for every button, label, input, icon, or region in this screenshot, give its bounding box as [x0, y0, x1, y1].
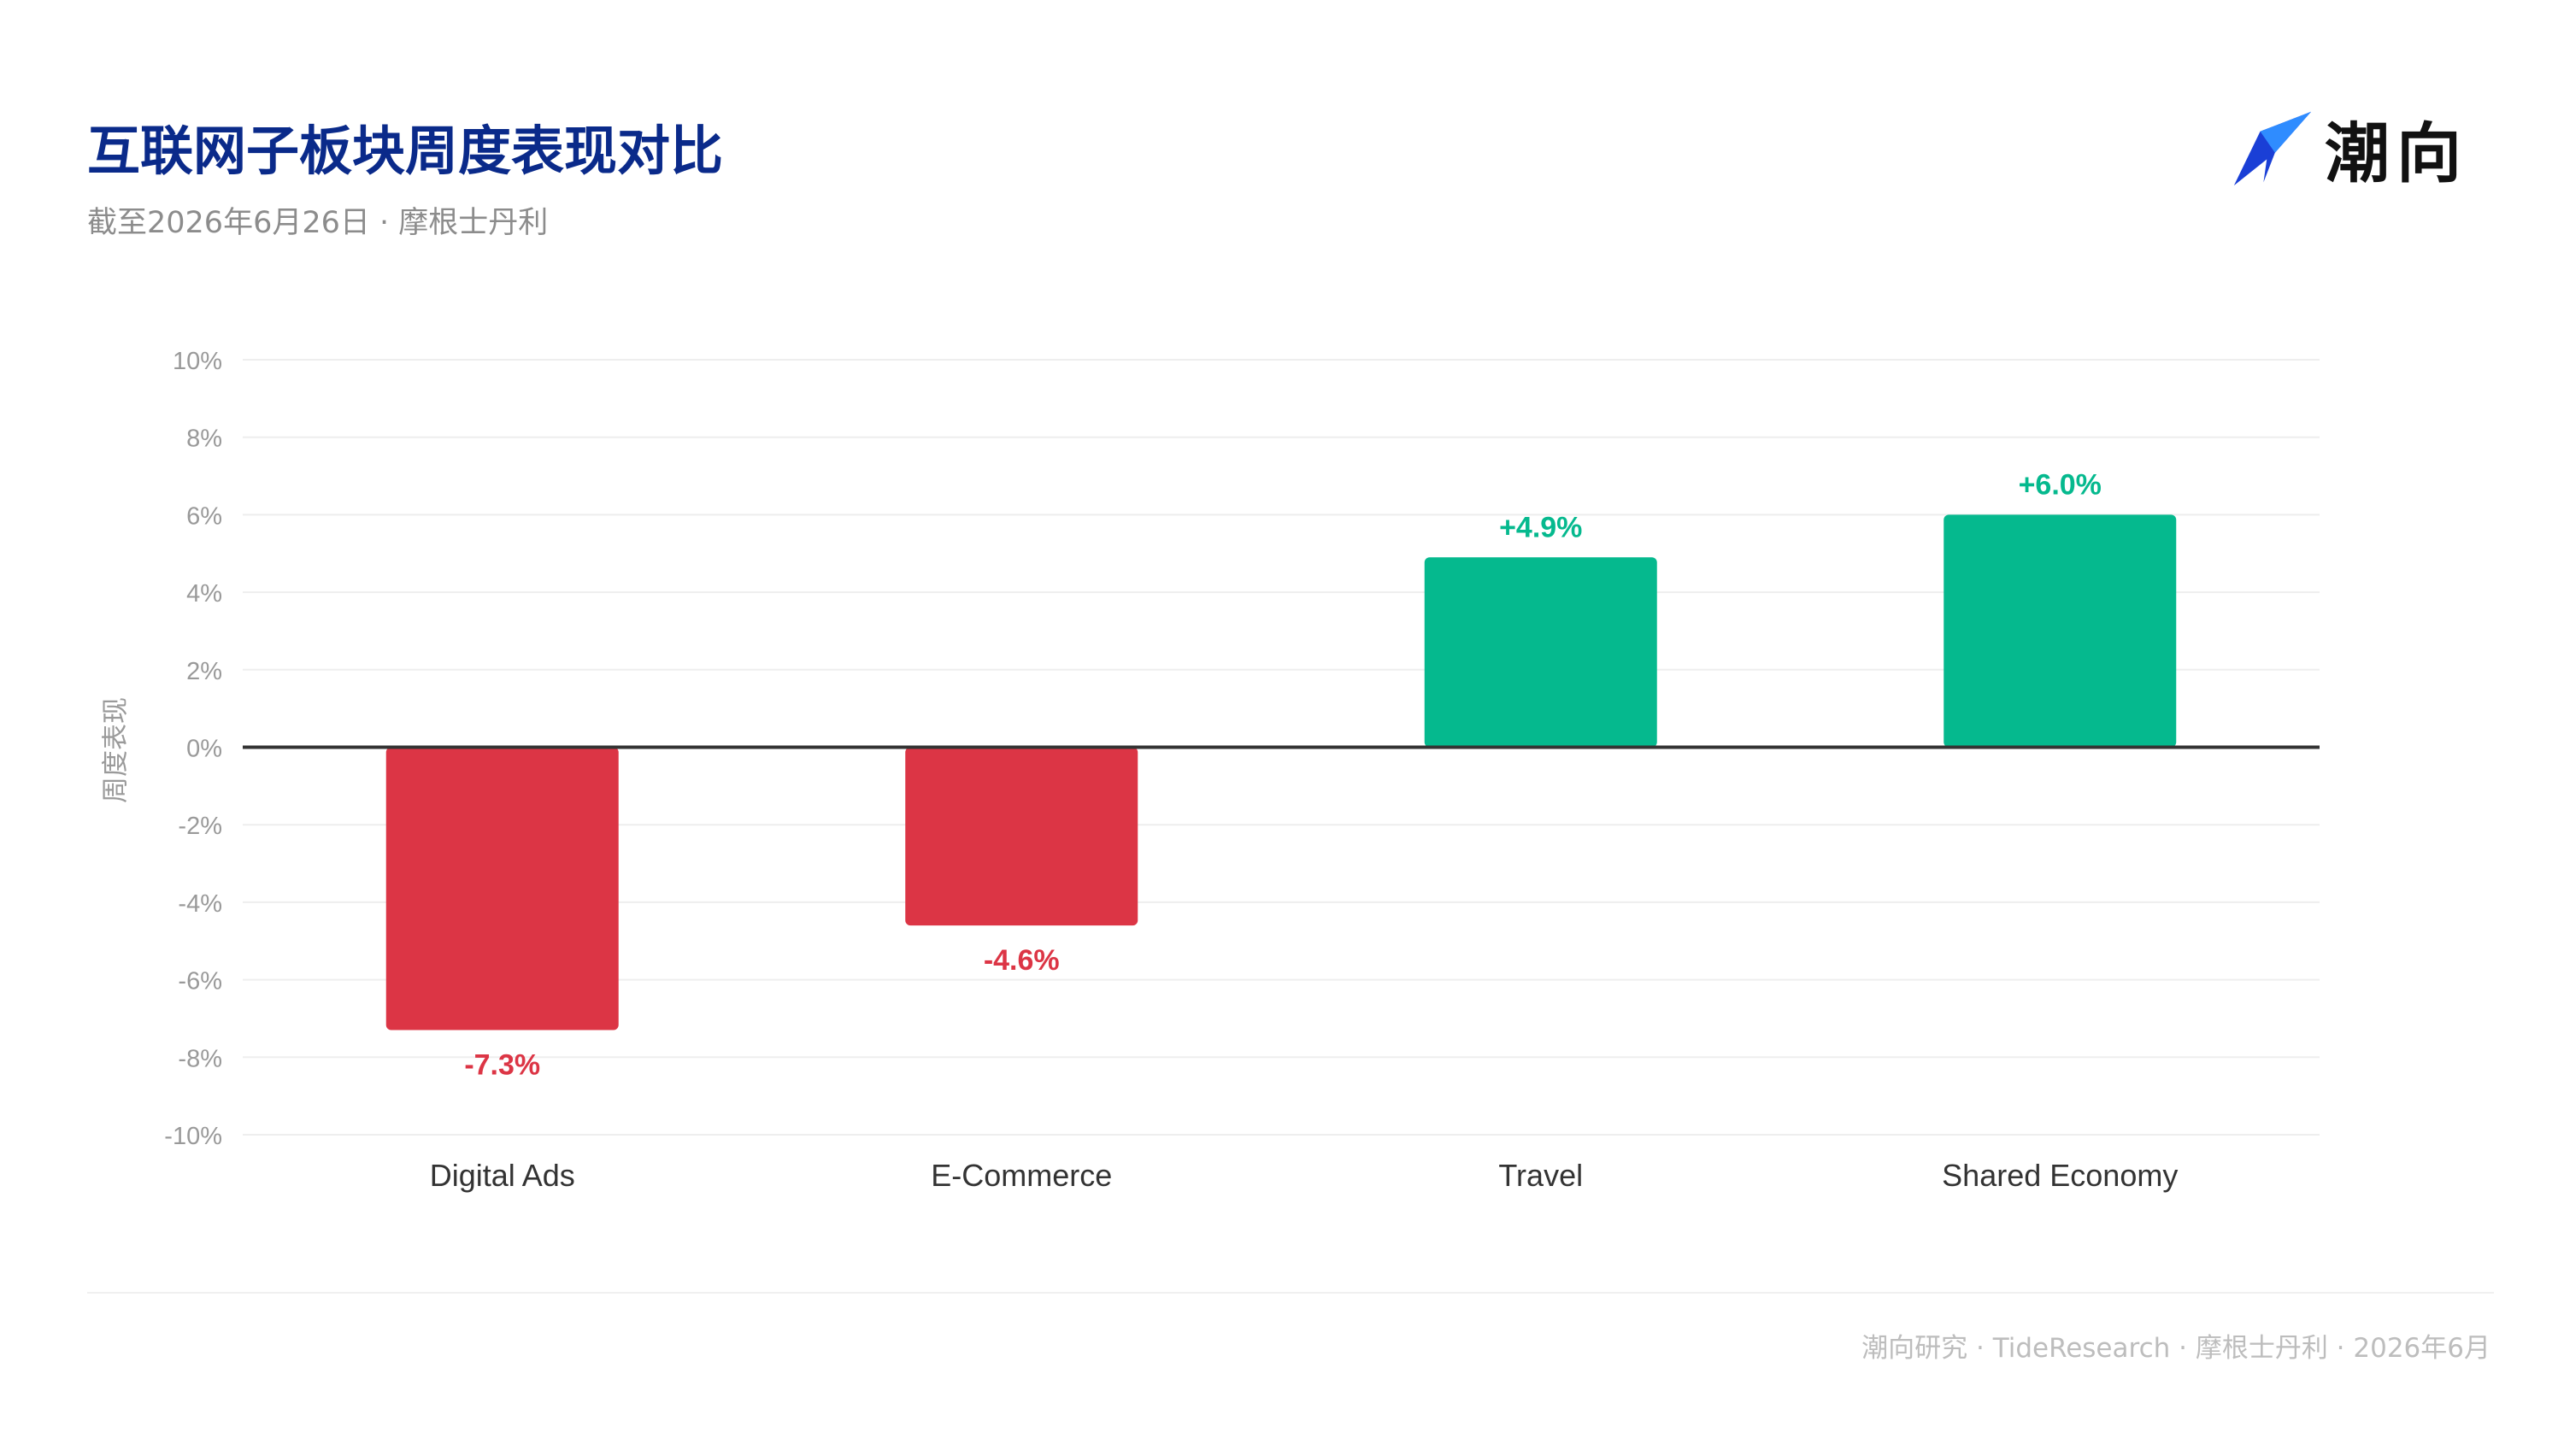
y-tick-label: -8%: [178, 1045, 222, 1072]
x-tick-label: Shared Economy: [1942, 1158, 2178, 1193]
bars: [385, 514, 2177, 1030]
y-tick-label: 10%: [173, 348, 222, 375]
brand-logo: 潮向: [2231, 101, 2487, 195]
y-tick-label: 6%: [186, 502, 222, 530]
data-label: +6.0%: [2019, 468, 2102, 501]
x-tick-label: Travel: [1498, 1158, 1583, 1193]
y-tick-label: -6%: [178, 968, 222, 995]
y-tick-label: 2%: [186, 658, 222, 685]
x-tick-label: Digital Ads: [430, 1158, 575, 1193]
footer-source: 潮向研究 · TideResearch · 摩根士丹利 · 2026年6月: [1861, 1333, 2490, 1364]
bar: [1944, 514, 2177, 748]
brand-name: 潮向: [2325, 115, 2468, 191]
chart-subtitle: 截至2026年6月26日 · 摩根士丹利: [87, 206, 549, 240]
data-label: -7.3%: [464, 1049, 540, 1082]
y-tick-label: 0%: [186, 736, 222, 763]
arrow-logo-icon: [2233, 111, 2312, 186]
bar: [905, 747, 1138, 926]
footer-divider: [87, 1292, 2494, 1294]
data-label: -4.6%: [984, 944, 1060, 977]
y-tick-label: -10%: [164, 1123, 222, 1150]
x-tick-labels: Digital Ads E-Commerce Travel Shared Econom…: [430, 1158, 2179, 1193]
data-label: +4.9%: [1499, 511, 1582, 543]
data-labels: -7.3% -4.6% +4.9% +6.0%: [464, 468, 2102, 1081]
y-tick-label: 4%: [186, 580, 222, 608]
chart-title: 互联网子板块周度表现对比: [87, 120, 724, 182]
x-tick-label: E-Commerce: [931, 1158, 1112, 1193]
y-tick-labels: 10% 8% 6% 4% 2% 0% -2% -4% -6% -8% -10%: [164, 348, 222, 1150]
bar: [1424, 557, 1657, 748]
y-tick-label: -2%: [178, 813, 222, 840]
y-tick-label: -4%: [178, 890, 222, 918]
bar: [385, 747, 619, 1030]
y-tick-label: 8%: [186, 426, 222, 453]
